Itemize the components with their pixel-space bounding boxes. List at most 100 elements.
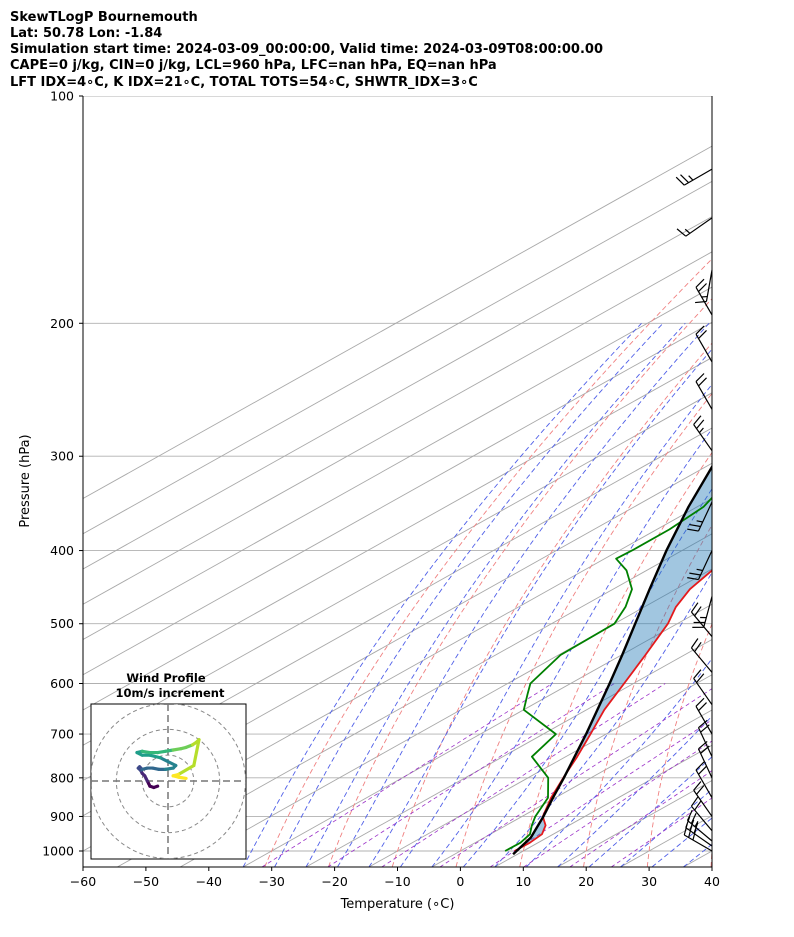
wind-barb-shaft bbox=[703, 596, 713, 628]
y-tick-label-200: 200 bbox=[50, 316, 74, 331]
wind-barb-flag bbox=[690, 813, 697, 824]
hodograph-segment bbox=[192, 738, 201, 768]
y-axis-label: Pressure (hPa) bbox=[18, 434, 33, 527]
wind-barb-flag bbox=[687, 577, 699, 581]
moist-adiabat-5 bbox=[462, 488, 712, 867]
wind-barb-520 bbox=[690, 602, 713, 637]
wind-barb-shaft bbox=[683, 168, 713, 186]
isotherm--120 bbox=[83, 286, 712, 641]
title-line-1: SkewTLogP Bournemouth bbox=[10, 10, 198, 25]
hodograph-segment bbox=[158, 756, 178, 768]
wind-barb-850 bbox=[695, 761, 713, 799]
wind-barb-flag bbox=[695, 278, 705, 288]
moist-adiabat--10 bbox=[368, 348, 712, 867]
x-axis-label: Temperature (∘C) bbox=[340, 897, 455, 912]
title-line-3: Simulation start time: 2024-03-09_00:00:… bbox=[10, 42, 603, 57]
moist-adiabat-35 bbox=[651, 817, 712, 867]
x-tick-label-10: 10 bbox=[515, 874, 531, 889]
wind-barb-flag bbox=[693, 781, 702, 791]
mixing-ratio-24 bbox=[611, 797, 712, 867]
y-tick-label-700: 700 bbox=[50, 727, 74, 742]
wind-barb-flag bbox=[687, 528, 699, 532]
x-tick-label--20: −20 bbox=[321, 874, 347, 889]
wind-barb-flag bbox=[693, 415, 702, 425]
moist-adiabat-10 bbox=[494, 571, 712, 867]
wind-barb-shaft bbox=[695, 769, 713, 799]
wind-barb-flag bbox=[690, 638, 699, 649]
y-tick-label-800: 800 bbox=[50, 770, 74, 785]
mixing-ratio-0.4 bbox=[261, 683, 553, 867]
wind-barb-shaft bbox=[697, 501, 713, 532]
wind-barb-flag bbox=[689, 524, 701, 528]
wind-barb-half-flag bbox=[688, 175, 694, 181]
dry-adiabat-30 bbox=[646, 622, 712, 867]
wind-barb-flag bbox=[696, 419, 705, 429]
moist-adiabat--15 bbox=[337, 322, 710, 867]
wind-barb-flag bbox=[690, 602, 699, 613]
wind-barb-shaft bbox=[690, 805, 713, 832]
wind-barb-shaft bbox=[695, 381, 713, 410]
parcel-profile-line bbox=[512, 464, 712, 856]
hodograph-content bbox=[91, 704, 246, 859]
wind-barb-shaft bbox=[683, 834, 713, 852]
isotherm--50 bbox=[117, 533, 712, 867]
wind-barb-flag bbox=[690, 796, 699, 807]
x-tick-label-40: 40 bbox=[704, 874, 720, 889]
mixing-ratio-10 bbox=[523, 740, 712, 867]
isotherm--10 bbox=[368, 674, 712, 867]
wind-barb-shaft bbox=[685, 827, 713, 847]
y-tick-label-600: 600 bbox=[50, 676, 74, 691]
isotherm--160 bbox=[83, 145, 712, 500]
wind-barb-195 bbox=[695, 278, 713, 316]
isotherm--150 bbox=[83, 180, 712, 535]
y-tick-label-900: 900 bbox=[50, 809, 74, 824]
wind-barb-flag bbox=[698, 765, 707, 775]
y-axis-ticks: 1000 900 800 700 600 500 400 300 200 100 bbox=[42, 89, 83, 859]
wind-barb-flag bbox=[696, 785, 705, 795]
dry-adiabat-0 bbox=[455, 392, 712, 867]
wind-barb-170 bbox=[695, 269, 713, 304]
wind-barb-shaft bbox=[685, 217, 713, 237]
hodograph-segment bbox=[176, 763, 196, 777]
wind-barb-940 bbox=[690, 796, 713, 832]
x-tick-label-30: 30 bbox=[641, 874, 657, 889]
dry-adiabat--20 bbox=[327, 298, 712, 867]
wind-barb-shaft bbox=[687, 819, 713, 842]
moist-adiabat-0 bbox=[431, 428, 712, 867]
wind-barb-125 bbox=[675, 168, 713, 186]
moist-adiabat-30 bbox=[620, 788, 712, 867]
y-tick-label-100: 100 bbox=[50, 89, 74, 104]
y-tick-label-400: 400 bbox=[50, 543, 74, 558]
wind-barb-flag bbox=[695, 697, 705, 707]
wind-barb-900 bbox=[693, 781, 713, 817]
moist-adiabat--20 bbox=[305, 322, 686, 867]
wind-barb-shaft bbox=[697, 748, 713, 779]
isotherm--130 bbox=[83, 251, 712, 605]
title-line-5: LFT IDX=4∘C, K IDX=21∘C, TOTAL TOTS=54∘C… bbox=[10, 75, 478, 90]
wind-barb-shaft bbox=[693, 678, 713, 706]
wind-barb-640 bbox=[693, 669, 713, 706]
wind-barb-580 bbox=[690, 638, 713, 673]
wind-barb-flag bbox=[694, 800, 702, 811]
wind-barb-flag bbox=[695, 300, 707, 304]
wind-barb-flag bbox=[685, 816, 691, 828]
wind-barb-flag bbox=[695, 761, 705, 771]
y-tick-label-500: 500 bbox=[50, 616, 74, 631]
hodograph-title: Wind Profile bbox=[126, 671, 206, 685]
sounding-profiles bbox=[504, 464, 712, 856]
isotherm--30 bbox=[242, 603, 712, 867]
wind-barb-flag bbox=[680, 174, 690, 184]
wind-barb-260 bbox=[695, 373, 713, 410]
hodograph-subtitle: 10m/s increment bbox=[116, 686, 225, 700]
mixing-ratio-16 bbox=[569, 770, 712, 867]
wind-barb-shaft bbox=[695, 706, 713, 735]
wind-barb-295 bbox=[693, 415, 713, 452]
dry-adiabat--30 bbox=[264, 258, 712, 867]
wind-barb-shaft bbox=[697, 727, 713, 757]
x-tick-label--60: −60 bbox=[70, 874, 96, 889]
wind-barb-970 bbox=[686, 809, 713, 842]
wind-barb-flag bbox=[689, 572, 701, 576]
y-tick-label-1000: 1000 bbox=[42, 844, 74, 859]
wind-barb-shaft bbox=[693, 424, 713, 452]
